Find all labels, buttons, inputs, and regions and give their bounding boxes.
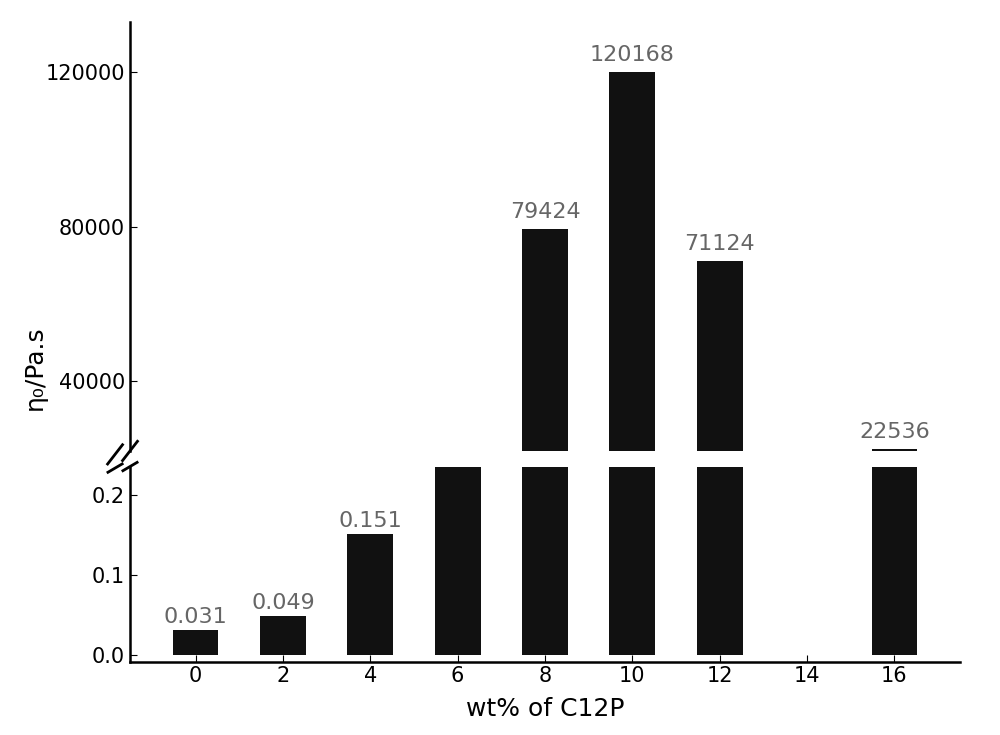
Bar [697, 0, 743, 655]
Bar [522, 0, 568, 655]
X-axis label: wt% of C12P: wt% of C12P [466, 698, 624, 722]
Bar [609, 71, 655, 536]
Bar [697, 261, 743, 536]
Text: 79424: 79424 [510, 202, 580, 222]
Text: 71124: 71124 [684, 234, 755, 254]
Text: 0.031: 0.031 [164, 607, 227, 627]
Text: 0.151: 0.151 [338, 511, 402, 531]
Bar [435, 523, 481, 536]
Bar [872, 0, 917, 655]
Bar [347, 534, 393, 655]
Text: 0.049: 0.049 [251, 592, 315, 612]
Text: 120168: 120168 [590, 45, 675, 65]
Text: 22536: 22536 [859, 422, 930, 442]
Bar [260, 616, 306, 655]
Text: η₀/Pa.s: η₀/Pa.s [23, 325, 47, 410]
Bar [522, 229, 568, 536]
Bar [609, 0, 655, 655]
Bar [173, 630, 218, 655]
Text: 3211: 3211 [429, 497, 486, 517]
Bar [435, 0, 481, 655]
Bar [872, 449, 917, 536]
